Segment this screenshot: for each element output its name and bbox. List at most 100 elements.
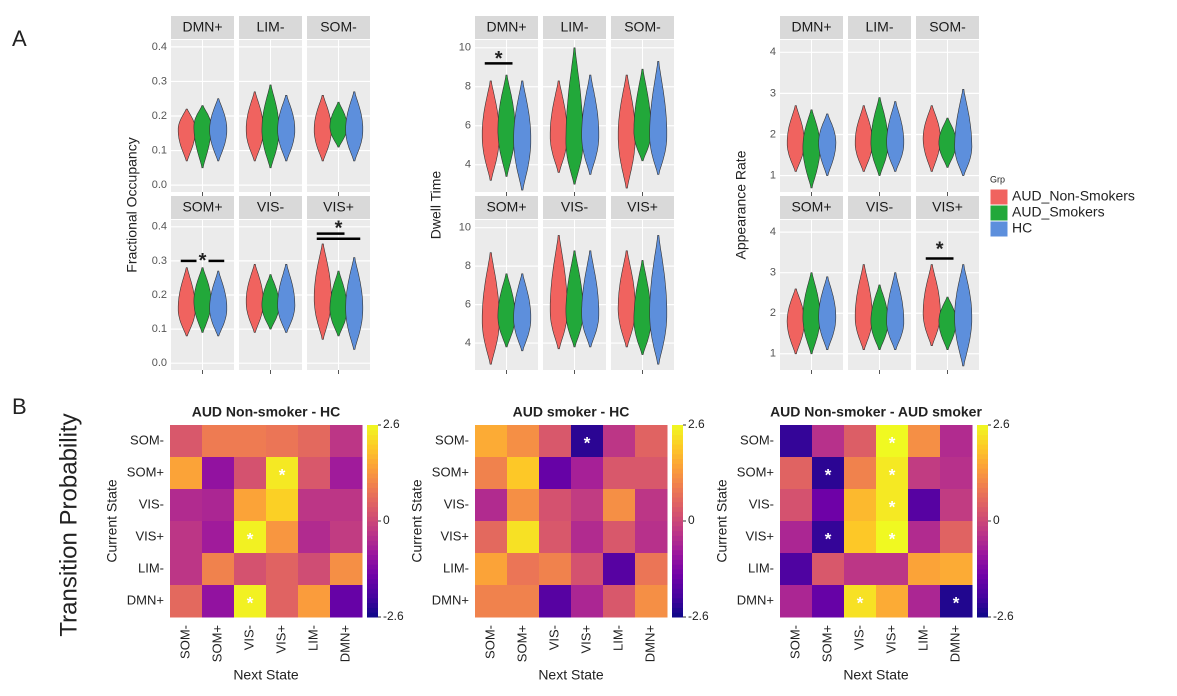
violin	[177, 267, 196, 337]
heatmap-cell	[298, 585, 331, 618]
colorbar-segment	[367, 449, 378, 455]
colorbar-segment	[367, 444, 378, 450]
y-axis-label: Appearance Rate	[733, 150, 749, 259]
heatmap-cell	[908, 425, 941, 458]
heatmap-cell	[780, 553, 813, 586]
significance-star: *	[247, 529, 254, 548]
heatmap-cell	[635, 425, 668, 458]
strip	[848, 196, 911, 219]
heatmap-cell	[635, 521, 668, 554]
colorbar-segment	[367, 602, 378, 608]
colorbar-segment	[672, 501, 683, 508]
colorbar-segment	[977, 593, 988, 599]
heatmap-cell	[603, 585, 636, 618]
heatmap-cell	[940, 521, 973, 554]
facet-title: VIS-	[866, 199, 894, 215]
y-tick-label: 4	[770, 226, 776, 238]
heatmap-cell	[844, 553, 877, 586]
heatmap-cell	[635, 553, 668, 586]
column-label: SOM-	[177, 625, 192, 659]
colorbar-segment	[672, 569, 683, 575]
row-label: SOM-	[740, 432, 774, 447]
heatmap-cell	[539, 521, 572, 554]
colorbar-segment	[367, 458, 378, 464]
colorbar-segment	[367, 578, 378, 584]
heatmap-cell	[876, 585, 909, 618]
colorbar-segment	[367, 482, 378, 488]
colorbar-segment	[367, 492, 378, 498]
colorbar-segment	[977, 607, 988, 613]
heatmap-cell	[475, 553, 508, 586]
heatmap-cell	[908, 553, 941, 586]
violin	[938, 296, 957, 350]
heatmap-cell	[844, 425, 877, 458]
violin	[649, 61, 668, 175]
colorbar-segment	[367, 511, 378, 517]
significance-star: *	[199, 250, 207, 272]
colorbar-segment	[977, 477, 988, 484]
heatmap-cell	[876, 489, 909, 522]
x-axis-label: Next State	[233, 667, 299, 683]
significance-star: *	[247, 593, 254, 612]
heatmap-cell	[876, 457, 909, 490]
heatmap-cell	[507, 521, 540, 554]
heatmap-cell	[844, 457, 877, 490]
facet-title: DMN+	[486, 19, 526, 35]
heatmap-cell	[539, 553, 572, 586]
column-label: SOM-	[482, 625, 497, 659]
significance-star: *	[857, 593, 864, 612]
colorbar-segment	[672, 540, 683, 546]
facet-title: SOM+	[486, 199, 526, 215]
colorbar-segment	[672, 477, 683, 484]
colorbar-label: 0	[383, 513, 390, 527]
violin	[313, 95, 332, 162]
y-tick-label: 0.2	[152, 289, 167, 301]
y-axis-label: Current State	[714, 479, 730, 562]
colorbar-label: 2.6	[688, 417, 705, 431]
colorbar-segment	[672, 449, 683, 455]
y-axis-label: Fractional Occupancy	[124, 137, 140, 272]
heatmap-cell	[539, 457, 572, 490]
violin	[818, 276, 837, 350]
colorbar-segment	[367, 521, 378, 527]
row-label: SOM+	[432, 464, 469, 479]
heatmap-cell	[908, 521, 941, 554]
strip	[475, 16, 538, 39]
colorbar-segment	[977, 449, 988, 455]
heatmap-cell	[266, 553, 299, 586]
heatmap-cell	[170, 489, 203, 522]
colorbar-segment	[672, 425, 683, 431]
heatmap-cell	[202, 585, 235, 618]
significance-star: *	[279, 465, 286, 484]
violin	[649, 235, 668, 365]
heatmap-cell	[234, 425, 267, 458]
facet-title: VIS+	[932, 199, 963, 215]
heatmap-cell	[812, 521, 845, 554]
strip	[239, 196, 302, 219]
heatmap-cell	[170, 521, 203, 554]
colorbar-segment	[367, 506, 378, 512]
heatmap-cell	[876, 553, 909, 586]
heatmap-cell	[234, 585, 267, 618]
colorbar-segment	[367, 487, 378, 493]
colorbar-segment	[977, 444, 988, 450]
facet-title: VIS+	[323, 199, 354, 215]
heatmap-cell	[266, 585, 299, 618]
heatmap-cell	[170, 425, 203, 458]
colorbar-segment	[672, 463, 683, 469]
violin	[886, 272, 905, 350]
row-label: VIS+	[745, 528, 774, 543]
heatmap-cell	[908, 457, 941, 490]
heatmap-cell	[170, 585, 203, 618]
violin	[954, 264, 973, 367]
heatmap-cell	[539, 489, 572, 522]
colorbar-segment	[977, 429, 988, 436]
column-label: VIS-	[546, 625, 561, 650]
facet-title: VIS-	[561, 199, 589, 215]
colorbar-segment	[672, 535, 683, 541]
significance-star: *	[953, 593, 960, 612]
significance-star: *	[889, 497, 896, 516]
colorbar-segment	[672, 525, 683, 532]
violin	[177, 108, 196, 162]
colorbar-segment	[367, 501, 378, 508]
